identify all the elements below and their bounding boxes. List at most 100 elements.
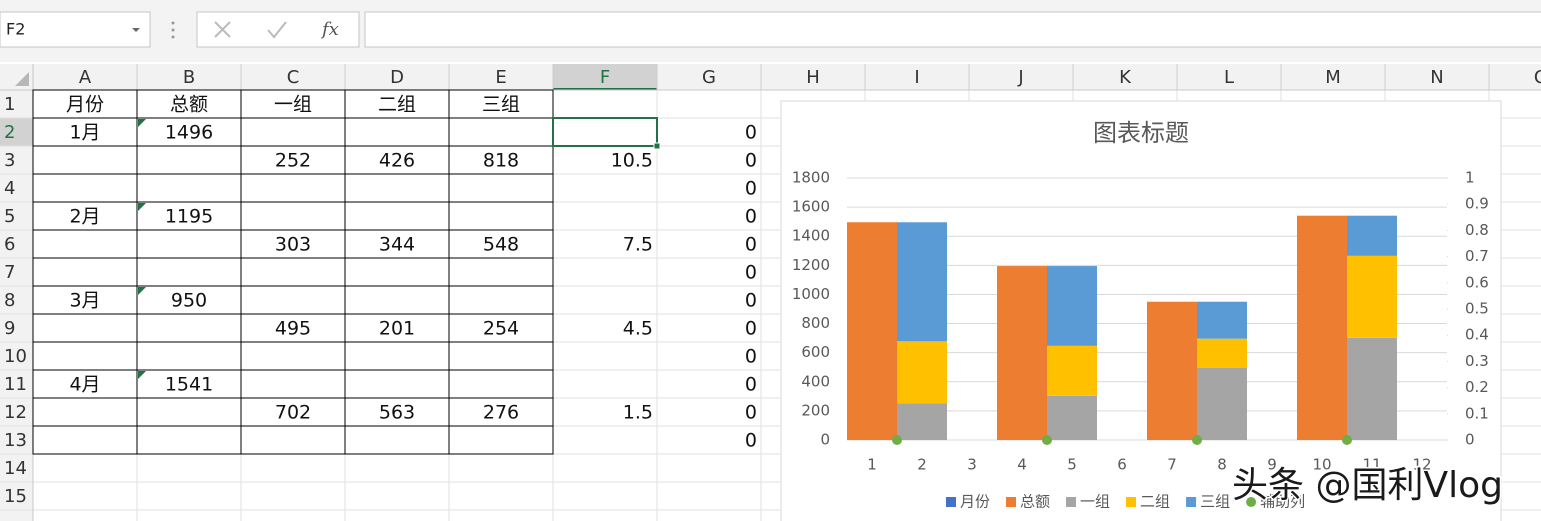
row-header: 11	[4, 374, 27, 395]
row-header: 1	[4, 94, 15, 115]
formula-bar[interactable]	[364, 11, 1541, 48]
column-header: B	[183, 67, 195, 88]
y2-tick-label: 0.9	[1465, 195, 1489, 213]
cell: 0	[745, 430, 757, 452]
x-tick-label: 8	[1217, 456, 1227, 474]
bar-segment	[1197, 367, 1247, 440]
column-header: N	[1430, 67, 1443, 88]
y2-tick-label: 0.2	[1465, 378, 1489, 396]
bar-segment	[1047, 266, 1097, 346]
column-header: H	[806, 67, 820, 88]
x-tick-label: 4	[1017, 456, 1027, 474]
row-header: 4	[4, 178, 15, 199]
y2-tick-label: 0.6	[1465, 273, 1489, 291]
row-header: 9	[4, 318, 15, 339]
bar-segment	[997, 266, 1047, 440]
cell: 201	[379, 318, 415, 340]
cell: 2月	[69, 206, 100, 228]
legend-marker	[1066, 497, 1077, 507]
cell: 548	[483, 234, 519, 256]
legend-label: 二组	[1140, 493, 1170, 511]
column-header: L	[1224, 67, 1234, 88]
cell: 254	[483, 318, 519, 340]
cell-border	[32, 229, 138, 259]
y2-tick-label: 1	[1465, 169, 1475, 187]
y2-tick-label: 0.7	[1465, 247, 1489, 265]
cell: 1.5	[623, 402, 653, 424]
bar-segment	[897, 222, 947, 342]
cell-border	[448, 425, 554, 455]
cell-border	[448, 369, 554, 399]
bar-segment	[1197, 338, 1247, 368]
bar-segment	[897, 341, 947, 404]
cell-border	[240, 425, 346, 455]
cell: 4.5	[623, 318, 653, 340]
legend-marker	[1126, 497, 1137, 507]
cell-border	[240, 173, 346, 203]
cell-border	[32, 257, 138, 287]
scatter-point	[892, 435, 902, 445]
scatter-point	[1192, 435, 1202, 445]
cell-border	[136, 229, 242, 259]
cell: 0	[745, 206, 757, 228]
scatter-point	[1042, 435, 1052, 445]
insert-function-button[interactable]: fx	[320, 19, 339, 40]
x-tick-label: 3	[967, 456, 977, 474]
active-cell	[552, 117, 658, 147]
name-box[interactable]	[0, 11, 151, 48]
bar-segment	[897, 403, 947, 440]
y-tick-label: 200	[801, 401, 830, 419]
cell: 252	[275, 150, 311, 172]
column-header: C	[287, 67, 300, 88]
cell: 0	[745, 234, 757, 256]
cell: 10.5	[611, 150, 653, 172]
cell-border	[344, 201, 450, 231]
y-tick-label: 1800	[792, 169, 830, 187]
legend-marker	[1246, 497, 1257, 507]
y2-tick-label: 0.4	[1465, 326, 1489, 344]
bar-segment	[847, 222, 897, 440]
cell-border	[344, 173, 450, 203]
cell: 1496	[165, 122, 213, 144]
row-header: 5	[4, 206, 15, 227]
cell: 1195	[165, 206, 213, 228]
cell-border	[344, 341, 450, 371]
enter-button[interactable]	[267, 21, 287, 39]
column-header: E	[495, 67, 506, 88]
name-box-dropdown[interactable]	[132, 28, 140, 32]
y2-tick-label: 0.1	[1465, 404, 1489, 422]
row-header: 12	[4, 402, 27, 423]
legend-label: 总额	[1020, 493, 1050, 511]
legend-label: 月份	[960, 493, 990, 511]
cell: 1月	[69, 122, 100, 144]
x-tick-label: 9	[1267, 456, 1277, 474]
cell: 0	[745, 402, 757, 424]
column-header: J	[1017, 67, 1023, 88]
cell: 0	[745, 178, 757, 200]
cell-border	[240, 117, 346, 147]
y-tick-label: 0	[820, 431, 830, 449]
cancel-button[interactable]	[214, 21, 231, 38]
cell-border	[136, 145, 242, 175]
cell: 二组	[378, 94, 416, 116]
number-as-text-flag	[138, 371, 146, 379]
legend-marker	[1006, 497, 1017, 507]
bar-segment	[1347, 215, 1397, 256]
cell-border	[448, 117, 554, 147]
number-as-text-flag	[138, 203, 146, 211]
active-column-header	[553, 64, 657, 90]
cell-border	[240, 285, 346, 315]
cell: 0	[745, 122, 757, 144]
row-header: 8	[4, 290, 15, 311]
y-tick-label: 1000	[792, 285, 830, 303]
cell: 702	[275, 402, 311, 424]
x-tick-label: 6	[1117, 456, 1127, 474]
cell: 950	[171, 290, 207, 312]
cell-border	[344, 117, 450, 147]
row-header: 14	[4, 458, 27, 479]
legend-label: 辅助列	[1260, 493, 1305, 511]
cell: 3月	[69, 290, 100, 312]
cell: 276	[483, 402, 519, 424]
cell-border	[448, 285, 554, 315]
cell-border	[32, 313, 138, 343]
